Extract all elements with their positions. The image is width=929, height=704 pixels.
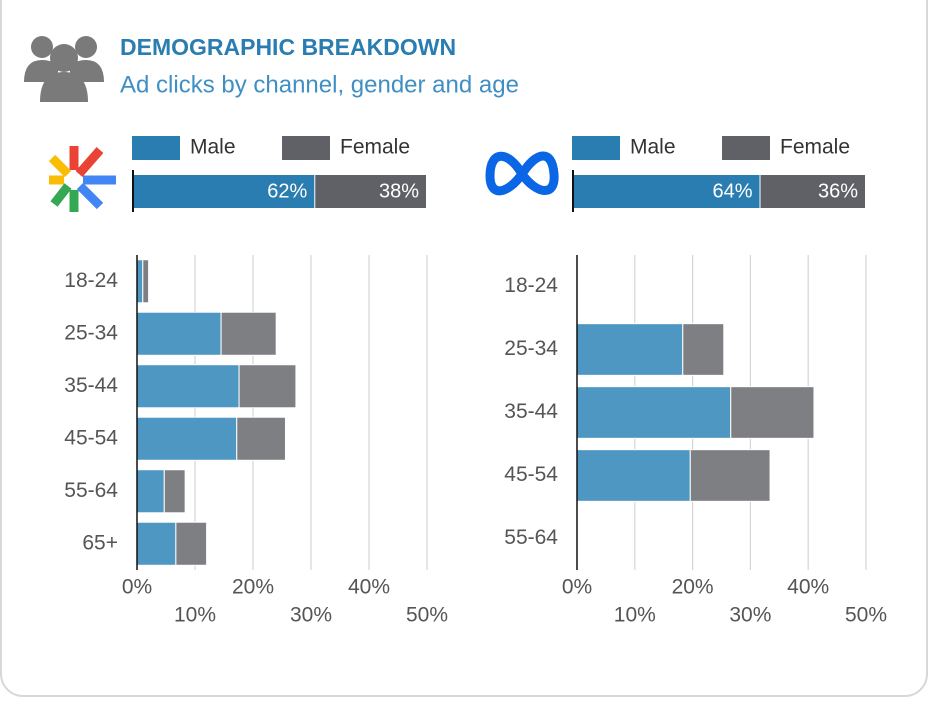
- x-tick-label: 30%: [729, 604, 771, 627]
- legend-label: Male: [190, 136, 236, 159]
- bar: [220, 311, 277, 356]
- bar: [730, 386, 815, 439]
- title: DEMOGRAPHIC BREAKDOWN: [120, 34, 456, 60]
- legend-swatch: [722, 136, 770, 160]
- legend-swatch: [132, 136, 180, 160]
- summary-segment: [573, 175, 760, 208]
- summary-segment: [315, 175, 426, 208]
- bar: [136, 416, 238, 461]
- google-icon: [48, 146, 116, 212]
- bar: [136, 469, 165, 514]
- x-tick-label: 10%: [174, 604, 216, 627]
- legend-label: Female: [340, 136, 410, 159]
- legend-label: Male: [630, 136, 676, 159]
- x-tick-label: 10%: [614, 604, 656, 627]
- x-tick-label: 0%: [562, 576, 592, 599]
- x-tick-label: 0%: [122, 576, 152, 599]
- bar: [576, 323, 684, 376]
- bar: [682, 323, 725, 376]
- summary-label: 36%: [818, 180, 858, 202]
- summary-segment: [760, 175, 865, 208]
- y-tick-label: 18-24: [504, 274, 558, 297]
- bar: [236, 416, 286, 461]
- bar: [238, 364, 297, 409]
- bar: [689, 449, 771, 502]
- y-tick-label: 18-24: [64, 269, 118, 292]
- y-tick-label: 35-44: [64, 374, 118, 397]
- y-tick-label: 25-34: [64, 321, 118, 344]
- bar: [576, 449, 691, 502]
- bar: [136, 521, 177, 566]
- x-tick-label: 50%: [845, 604, 887, 627]
- people-icon: [24, 36, 104, 102]
- legend-label: Female: [780, 136, 850, 159]
- y-tick-label: 35-44: [504, 400, 558, 423]
- x-tick-label: 20%: [672, 576, 714, 599]
- summary-label: 62%: [267, 180, 307, 202]
- meta-icon: [485, 151, 559, 196]
- y-tick-label: 25-34: [504, 337, 558, 360]
- bar: [576, 386, 732, 439]
- bar: [175, 521, 208, 566]
- x-tick-label: 40%: [787, 576, 829, 599]
- y-tick-label: 65+: [82, 531, 118, 554]
- bar: [163, 469, 186, 514]
- bar: [142, 259, 150, 304]
- legend-swatch: [572, 136, 620, 160]
- x-tick-label: 30%: [290, 604, 332, 627]
- x-tick-label: 40%: [348, 576, 390, 599]
- summary-segment: [133, 175, 315, 208]
- legend-swatch: [282, 136, 330, 160]
- summary-label: 38%: [379, 180, 419, 202]
- summary-label: 64%: [712, 180, 752, 202]
- bar: [136, 364, 240, 409]
- x-tick-label: 20%: [232, 576, 274, 599]
- bar: [136, 259, 144, 304]
- y-tick-label: 45-54: [64, 426, 118, 449]
- y-tick-label: 55-64: [504, 526, 558, 549]
- x-tick-label: 50%: [406, 604, 448, 627]
- y-tick-label: 45-54: [504, 463, 558, 486]
- subtitle: Ad clicks by channel, gender and age: [120, 71, 519, 98]
- bar: [136, 311, 222, 356]
- y-tick-label: 55-64: [64, 479, 118, 502]
